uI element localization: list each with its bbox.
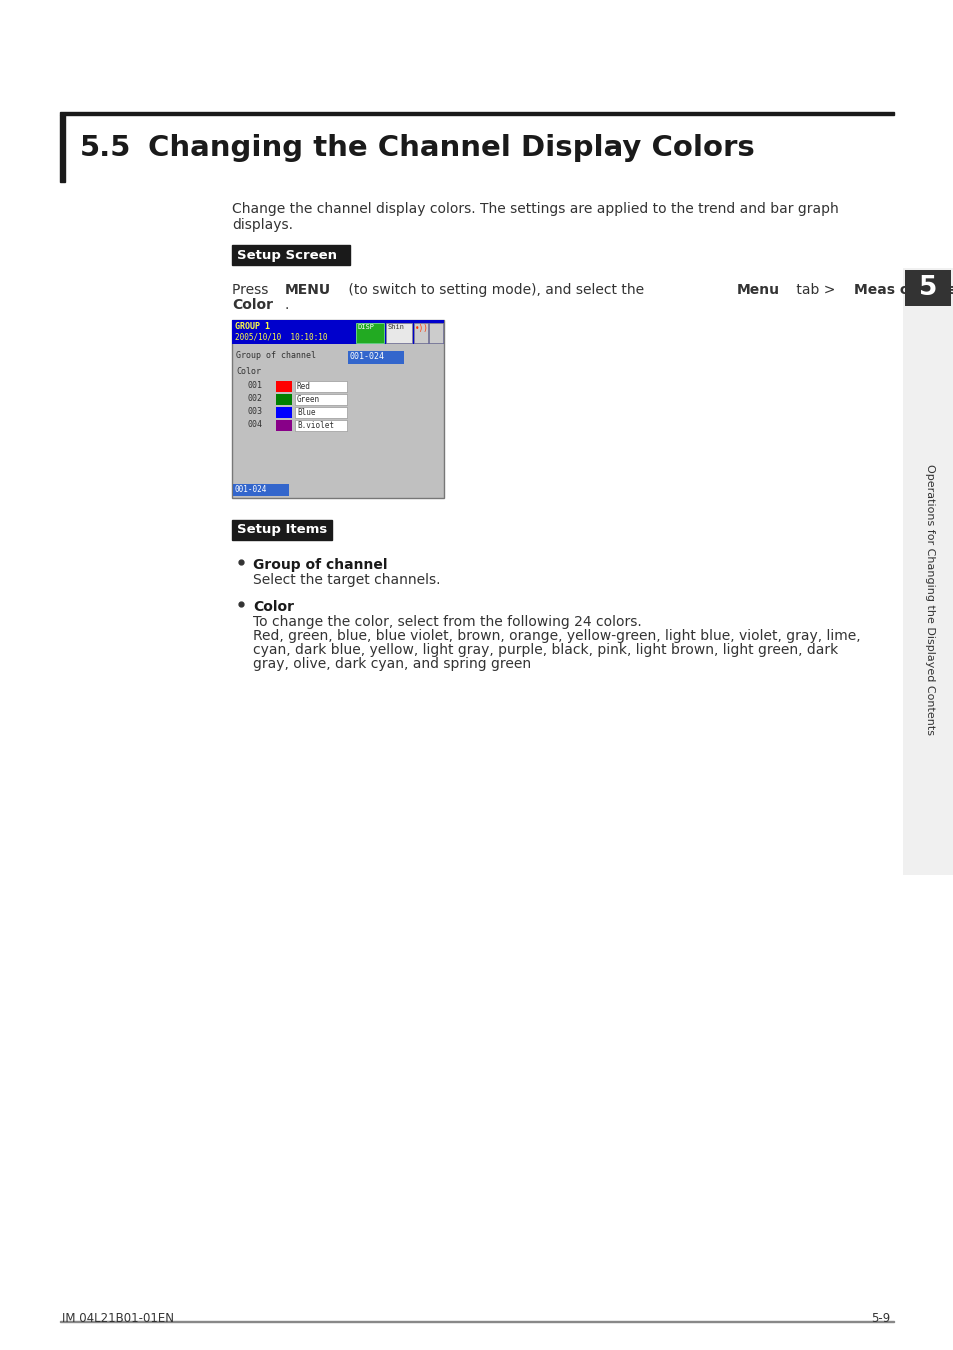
- Bar: [60, 1320, 893, 1322]
- Text: 5-9: 5-9: [870, 1312, 889, 1324]
- Bar: [60, 112, 893, 115]
- Text: Color: Color: [253, 599, 294, 614]
- Text: Red, green, blue, blue violet, brown, orange, yellow-green, light blue, violet, : Red, green, blue, blue violet, brown, or…: [253, 629, 860, 643]
- Bar: [904, 270, 950, 306]
- Bar: [275, 381, 292, 392]
- Text: Group of channel: Group of channel: [253, 558, 387, 572]
- Text: IM 04L21B01-01EN: IM 04L21B01-01EN: [62, 1312, 173, 1324]
- Bar: [60, 115, 65, 182]
- Text: cyan, dark blue, yellow, light gray, purple, black, pink, light brown, light gre: cyan, dark blue, yellow, light gray, pur…: [253, 643, 838, 657]
- Bar: [294, 406, 347, 418]
- Text: 5: 5: [918, 275, 936, 301]
- Text: 004: 004: [248, 420, 263, 429]
- Text: tab >: tab >: [792, 284, 840, 297]
- Text: MENU: MENU: [284, 284, 331, 297]
- Text: (to switch to setting mode), and select the: (to switch to setting mode), and select …: [344, 284, 648, 297]
- Bar: [233, 485, 289, 495]
- Text: 5.5: 5.5: [80, 134, 132, 162]
- Bar: [294, 420, 347, 431]
- Text: Group of channel: Group of channel: [235, 351, 315, 360]
- Text: displays.: displays.: [232, 217, 293, 232]
- Text: .: .: [285, 298, 289, 312]
- Bar: [902, 269, 953, 875]
- Bar: [232, 244, 350, 265]
- Bar: [414, 323, 428, 343]
- Text: Operations for Changing the Displayed Contents: Operations for Changing the Displayed Co…: [924, 463, 934, 734]
- Bar: [232, 320, 443, 344]
- Bar: [355, 323, 384, 343]
- Text: 001: 001: [248, 381, 263, 390]
- Bar: [275, 406, 292, 418]
- Text: 002: 002: [248, 394, 263, 404]
- Text: Select the target channels.: Select the target channels.: [253, 572, 440, 587]
- Text: To change the color, select from the following 24 colors.: To change the color, select from the fol…: [253, 616, 641, 629]
- Text: 2005/10/10  10:10:10: 2005/10/10 10:10:10: [234, 333, 327, 342]
- Bar: [429, 323, 442, 343]
- Bar: [275, 394, 292, 405]
- Text: GROUP 1: GROUP 1: [234, 323, 270, 331]
- Bar: [275, 420, 292, 431]
- Text: Red: Red: [296, 382, 311, 391]
- Bar: [348, 351, 403, 364]
- Text: Color: Color: [235, 367, 261, 377]
- Text: Changing the Channel Display Colors: Changing the Channel Display Colors: [148, 134, 754, 162]
- Text: DISP: DISP: [357, 324, 375, 329]
- Text: Shin: Shin: [388, 324, 405, 329]
- Text: Blue: Blue: [296, 408, 315, 417]
- Bar: [386, 323, 412, 343]
- Bar: [232, 520, 332, 540]
- Text: 001-024: 001-024: [350, 352, 385, 360]
- Text: 003: 003: [248, 406, 263, 416]
- Bar: [294, 381, 347, 392]
- Text: Menu: Menu: [737, 284, 780, 297]
- Text: Change the channel display colors. The settings are applied to the trend and bar: Change the channel display colors. The s…: [232, 202, 838, 216]
- Text: •)): •)): [415, 324, 429, 333]
- Text: B.violet: B.violet: [296, 421, 334, 431]
- Text: Meas channel: Meas channel: [853, 284, 953, 297]
- Text: 001-024: 001-024: [234, 485, 267, 494]
- Text: Setup Screen: Setup Screen: [236, 248, 336, 262]
- Text: Setup Items: Setup Items: [236, 524, 327, 536]
- Bar: [294, 394, 347, 405]
- Text: Color: Color: [232, 298, 273, 312]
- Text: Green: Green: [296, 396, 320, 404]
- Text: gray, olive, dark cyan, and spring green: gray, olive, dark cyan, and spring green: [253, 657, 531, 671]
- Bar: [232, 320, 443, 498]
- Text: Press: Press: [232, 284, 273, 297]
